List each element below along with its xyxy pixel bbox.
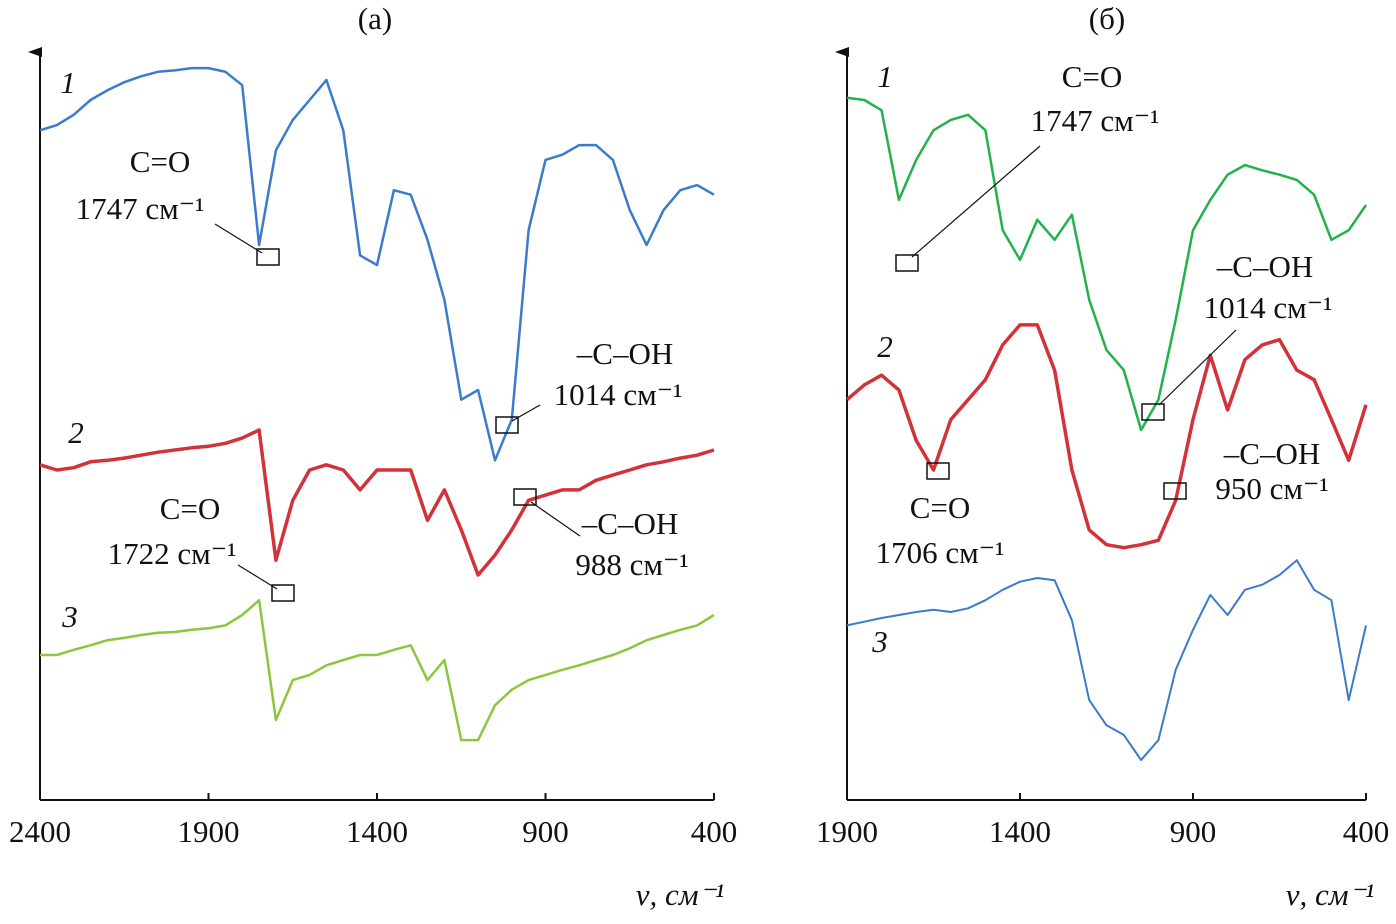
series-label: 2 bbox=[877, 329, 893, 364]
chart-title: (б) bbox=[1089, 1, 1125, 36]
annotation-text: 950 см⁻¹ bbox=[1215, 471, 1328, 506]
annotation-text: 1706 см⁻¹ bbox=[876, 535, 1005, 570]
x-tick-label: 1400 bbox=[989, 814, 1051, 849]
x-axis-label: ν, см⁻¹ bbox=[636, 877, 724, 912]
annotation-text: –C–OH bbox=[581, 506, 678, 541]
annotation-text: 988 см⁻¹ bbox=[575, 547, 688, 582]
peak-box bbox=[1141, 403, 1165, 421]
series-label: 3 bbox=[61, 599, 78, 634]
annotation-text: 1722 см⁻¹ bbox=[108, 536, 237, 571]
chart-title: (а) bbox=[358, 1, 392, 36]
annotation-text: C=O bbox=[130, 144, 191, 179]
annotation-text: 1014 см⁻¹ bbox=[554, 377, 683, 412]
x-tick-label: 1900 bbox=[178, 814, 240, 849]
x-axis-label: ν, см⁻¹ bbox=[1286, 877, 1374, 912]
annotation-text: 1747 см⁻¹ bbox=[1031, 103, 1160, 138]
peak-box bbox=[271, 584, 295, 602]
peak-box bbox=[495, 416, 519, 434]
annotation-text: –C–OH bbox=[576, 336, 673, 371]
peak-box bbox=[926, 462, 950, 480]
annotation-text: –C–OH bbox=[1216, 249, 1313, 284]
x-tick-label: 900 bbox=[522, 814, 569, 849]
x-tick-label: 900 bbox=[1170, 814, 1217, 849]
peak-box bbox=[1163, 482, 1187, 500]
annotation-text: –C–OH bbox=[1223, 436, 1320, 471]
series-label: 1 bbox=[877, 59, 893, 94]
leader-line bbox=[511, 404, 541, 422]
x-tick-label: 1400 bbox=[346, 814, 408, 849]
x-tick-label: 1900 bbox=[816, 814, 878, 849]
spectrum-line bbox=[39, 428, 715, 577]
x-tick-label: 400 bbox=[1343, 814, 1390, 849]
leader-line bbox=[530, 501, 581, 537]
annotation-text: 1747 см⁻¹ bbox=[76, 191, 205, 226]
spectrum-line bbox=[846, 559, 1367, 761]
annotation-text: C=O bbox=[160, 491, 221, 526]
x-tick-label: 400 bbox=[691, 814, 738, 849]
peak-box bbox=[895, 254, 919, 272]
annotation-text: C=O bbox=[1062, 59, 1123, 94]
spectrum-line bbox=[39, 66, 715, 462]
series-label: 2 bbox=[68, 415, 84, 450]
annotation-text: C=O bbox=[910, 490, 971, 525]
leader-line bbox=[237, 564, 278, 590]
spectrum-line bbox=[40, 598, 715, 742]
leader-line bbox=[214, 223, 263, 254]
leader-line bbox=[1158, 329, 1237, 406]
leader-line bbox=[911, 145, 1041, 258]
peak-box bbox=[513, 488, 537, 506]
spectrum-line bbox=[845, 323, 1368, 550]
peak-box bbox=[256, 248, 280, 266]
spectrum-line bbox=[846, 96, 1368, 432]
series-label: 3 bbox=[871, 624, 888, 659]
series-label: 1 bbox=[60, 65, 76, 100]
x-tick-label: 2400 bbox=[9, 814, 71, 849]
annotation-text: 1014 см⁻¹ bbox=[1204, 290, 1333, 325]
